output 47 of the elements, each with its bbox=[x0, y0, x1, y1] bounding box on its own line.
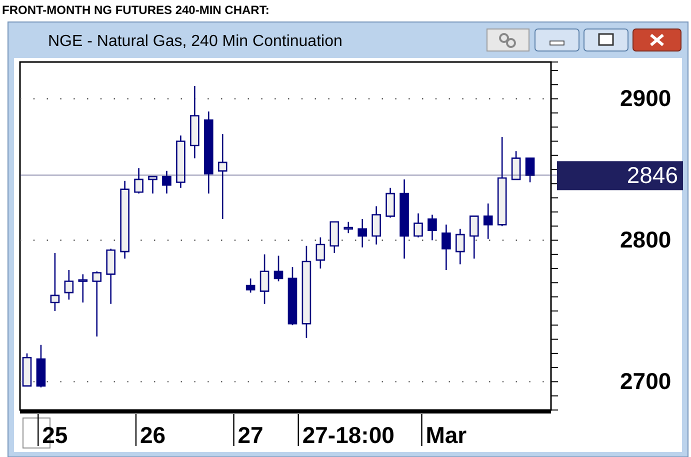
candlestick bbox=[442, 224, 451, 271]
candlestick bbox=[218, 133, 228, 220]
chart-subtitle: NGE - Natural Gas, 240 Min Continuation bbox=[48, 33, 342, 50]
x-tick-label: 27-18:00 bbox=[302, 422, 394, 448]
candlestick bbox=[148, 176, 158, 194]
candlestick bbox=[176, 134, 186, 189]
candlestick bbox=[274, 255, 284, 282]
candlestick bbox=[358, 218, 368, 248]
y-tick-label: 2800 bbox=[620, 226, 672, 253]
candlestick bbox=[50, 252, 60, 312]
chart-title: FRONT-MONTH NG FUTURES 240-MIN CHART: bbox=[2, 3, 270, 17]
candlestick bbox=[483, 202, 493, 240]
candlestick bbox=[386, 187, 395, 218]
y-tick-label: 2900 bbox=[620, 85, 672, 112]
candlestick bbox=[288, 266, 298, 326]
x-tick-label: 27 bbox=[238, 422, 264, 448]
candlestick bbox=[106, 248, 116, 305]
x-tick-label: 25 bbox=[42, 422, 68, 448]
candlestick bbox=[525, 158, 535, 183]
candlestick bbox=[372, 206, 381, 246]
candlestick bbox=[330, 221, 340, 254]
candlestick bbox=[511, 150, 521, 180]
candlestick bbox=[78, 274, 88, 304]
candlestick bbox=[497, 136, 507, 227]
x-tick-label: 26 bbox=[140, 422, 166, 448]
candlestick bbox=[428, 214, 437, 241]
candlestick bbox=[22, 352, 32, 387]
candlestick bbox=[344, 221, 354, 234]
candlestick bbox=[64, 269, 74, 300]
candlestick bbox=[190, 85, 200, 159]
candlestick bbox=[246, 278, 256, 294]
y-tick-label: 2700 bbox=[620, 368, 672, 394]
candlestick bbox=[134, 167, 144, 194]
candlestick bbox=[162, 170, 172, 194]
candlestick bbox=[414, 212, 423, 238]
candlestick bbox=[92, 270, 102, 338]
candlestick bbox=[204, 110, 214, 194]
candlestick bbox=[400, 178, 409, 260]
candlestick bbox=[316, 236, 326, 270]
candlestick bbox=[469, 216, 479, 260]
candlestick bbox=[120, 180, 130, 260]
candlestick bbox=[36, 344, 46, 388]
candlestick bbox=[302, 245, 312, 339]
ref-line-label: 2846 bbox=[626, 162, 678, 188]
candlestick bbox=[456, 228, 465, 265]
x-tick-label: Mar bbox=[426, 422, 467, 448]
candlestick bbox=[260, 254, 270, 305]
